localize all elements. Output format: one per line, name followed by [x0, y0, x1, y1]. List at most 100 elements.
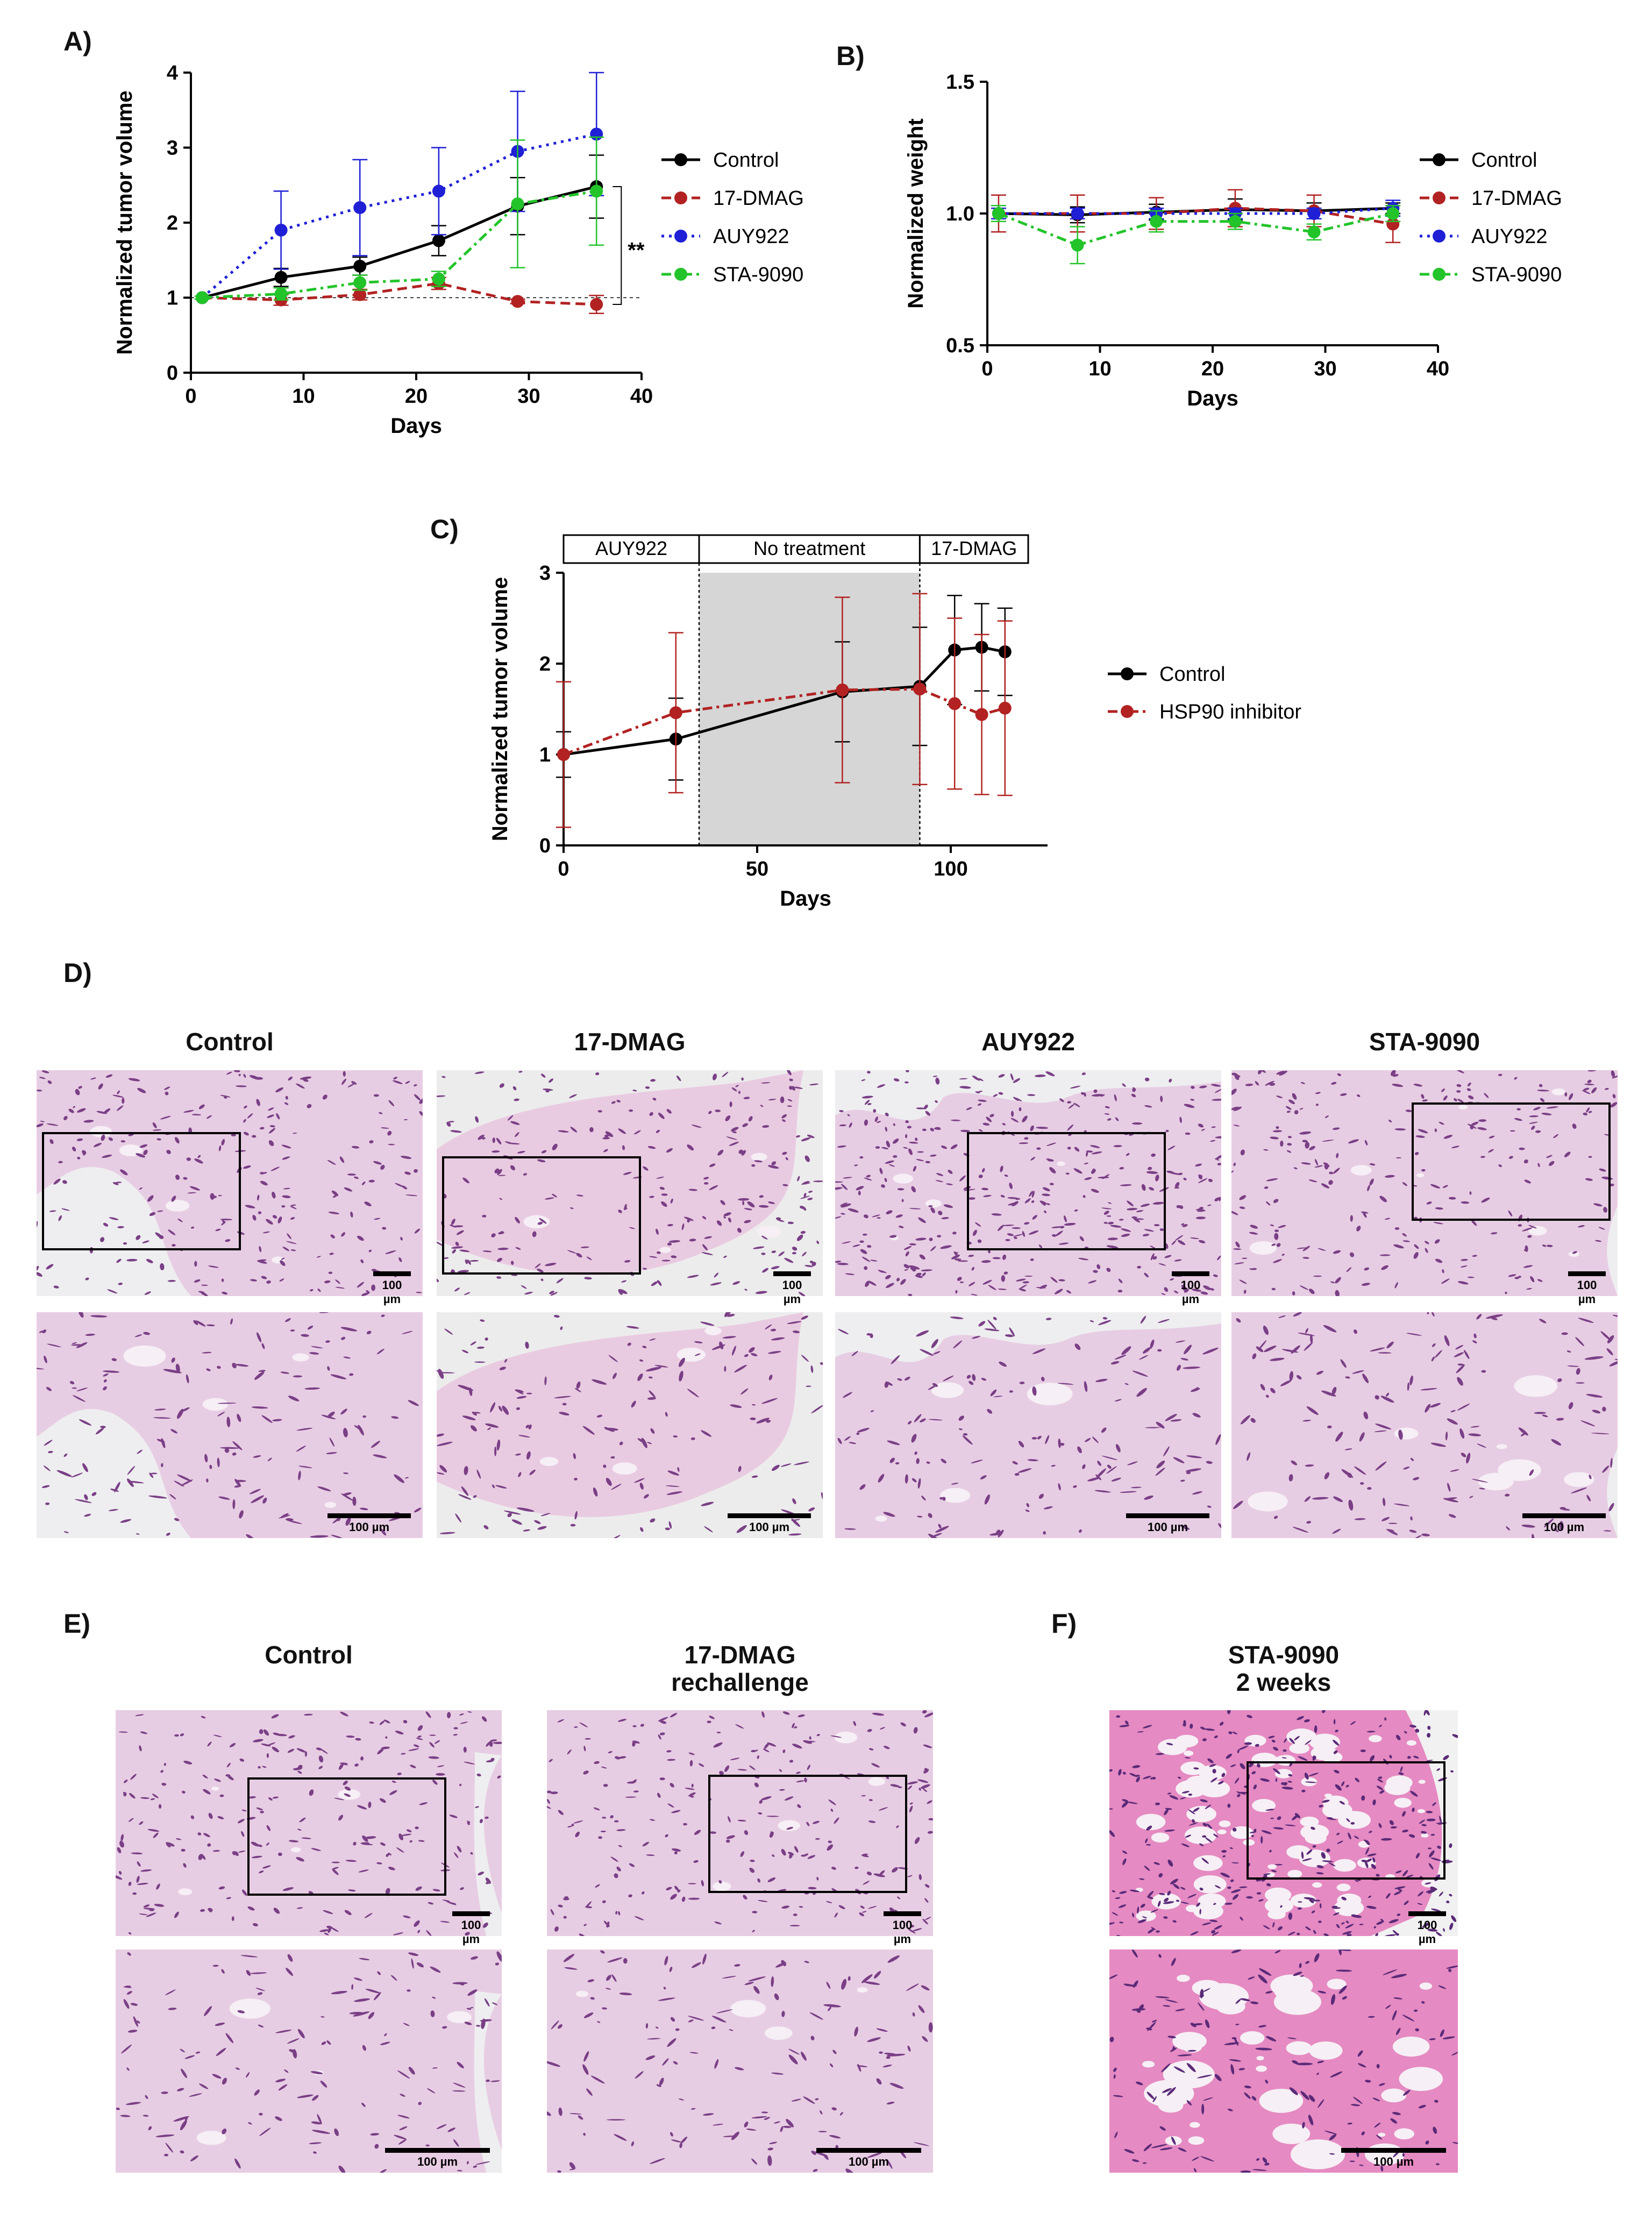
scale-bar-label: 100 µm — [1373, 2155, 1414, 2168]
x-tick-label: 20 — [1201, 358, 1224, 380]
scale-bar-label: 100 µm — [1180, 1278, 1201, 1306]
zoom-region-box — [442, 1156, 641, 1275]
scale-bar — [816, 2148, 921, 2153]
zoom-region-box — [1412, 1102, 1611, 1221]
legend-label: HSP90 inhibitor — [1159, 701, 1301, 723]
legend-label: STA-9090 — [1471, 264, 1562, 286]
data-point — [432, 234, 445, 247]
data-point — [274, 223, 288, 237]
histology-image-zoom — [835, 1312, 1221, 1538]
scale-bar — [773, 1271, 811, 1276]
x-tick-label: 50 — [746, 858, 768, 880]
histology-title-control: Control — [186, 1028, 274, 1056]
histology-image-overview — [835, 1070, 1221, 1296]
legend-marker — [1433, 191, 1446, 204]
data-point — [836, 684, 849, 697]
histology-image-zoom — [37, 1312, 423, 1538]
data-point — [1071, 238, 1084, 252]
x-tick-label: 0 — [185, 385, 196, 408]
x-tick-label: 0 — [981, 358, 993, 380]
scale-bar — [1172, 1271, 1209, 1276]
data-point — [353, 201, 367, 215]
data-point — [590, 298, 603, 311]
y-axis-label: Normalized tumor volume — [113, 90, 137, 354]
histology-image-zoom — [116, 1949, 502, 2173]
scale-bar — [452, 1911, 490, 1916]
x-axis-label: Days — [780, 887, 831, 910]
legend-marker — [1433, 153, 1446, 166]
scale-bar-label: 100 µm — [1543, 1520, 1585, 1534]
y-tick-label: 1 — [539, 744, 551, 766]
y-tick-label: 0.5 — [946, 335, 974, 357]
series-line — [998, 207, 1393, 215]
x-tick-label: 100 — [934, 858, 967, 880]
panel-label-d: D) — [63, 958, 92, 988]
legend-marker — [674, 268, 687, 281]
scale-bar-label: 100 µm — [1577, 1278, 1597, 1306]
y-tick-label: 2 — [167, 212, 178, 234]
y-tick-label: 3 — [167, 137, 178, 160]
data-point — [913, 682, 927, 696]
data-point — [274, 271, 288, 284]
series-17-dmag — [194, 276, 604, 315]
histology-title-sta-9090: STA-9090 — [1369, 1028, 1480, 1056]
phase-label: AUY922 — [595, 537, 667, 559]
histology-image-zoom — [1109, 1949, 1458, 2173]
legend-label: STA-9090 — [713, 264, 803, 286]
x-tick-label: 20 — [405, 385, 428, 408]
scale-bar-label: 100 µm — [382, 1278, 402, 1306]
legend-label: 17-DMAG — [1471, 187, 1562, 210]
phase-box — [562, 534, 700, 564]
histology-image-overview — [116, 1710, 502, 1936]
chart-b: 0 10 20 30 40 0.5 1.0 1.5 Days Normalized weight C… — [904, 71, 1562, 410]
series-sta-9090 — [991, 205, 1401, 265]
x-tick-label: 30 — [517, 385, 540, 408]
data-point — [1307, 207, 1321, 220]
legend-label: Control — [1159, 663, 1226, 686]
panel-label-b: B) — [836, 41, 865, 71]
data-point — [1307, 225, 1321, 239]
series-hsp90-inhibitor — [556, 593, 1013, 828]
data-point — [590, 184, 603, 198]
phase-box — [698, 534, 921, 564]
data-point — [1150, 215, 1163, 228]
legend-marker — [674, 153, 687, 166]
legend-marker — [674, 191, 687, 204]
legend-label: 17-DMAG — [713, 187, 804, 210]
legend-label: Control — [713, 149, 779, 172]
histology-image-overview — [1109, 1710, 1458, 1936]
scale-bar — [1522, 1513, 1606, 1518]
phase-label: 17-DMAG — [931, 537, 1017, 559]
data-point — [998, 701, 1012, 715]
series-line — [201, 132, 597, 299]
scale-bar — [1568, 1271, 1606, 1276]
data-point — [274, 287, 288, 301]
histology-image-zoom — [437, 1312, 823, 1538]
data-point — [353, 276, 367, 289]
x-axis-label: Days — [1187, 387, 1238, 410]
histology-image-zoom — [1231, 1312, 1618, 1538]
y-axis-label: Normalized tumor volume — [488, 577, 512, 841]
data-point — [669, 706, 682, 720]
scale-bar-label: 100 µm — [1417, 1918, 1437, 1946]
histology-title-e-0: Control — [265, 1641, 353, 1669]
series-sta-9090 — [194, 136, 604, 304]
significance-bracket — [613, 186, 622, 305]
y-tick-label: 1.5 — [946, 71, 974, 94]
x-tick-label: 40 — [1427, 358, 1449, 380]
y-tick-label: 0 — [167, 362, 178, 385]
legend-marker — [1121, 667, 1134, 680]
chart-a: 0 10 20 30 40 0 1 2 3 4 Days Normalized tumor volum… — [113, 62, 804, 438]
data-point — [975, 708, 988, 721]
zoom-region-box — [967, 1132, 1166, 1250]
legend-marker — [1433, 230, 1446, 243]
scale-bar-label: 100 µm — [782, 1278, 802, 1306]
legend-marker — [674, 230, 687, 243]
legend-marker — [1433, 268, 1446, 281]
x-tick-label: 10 — [1088, 358, 1111, 380]
histology-title-sta-9090-2-weeks: STA-9090 2 weeks — [1228, 1641, 1340, 1696]
series-line — [998, 207, 1393, 226]
series-line — [202, 282, 597, 306]
scale-bar-label: 100 µm — [1147, 1520, 1188, 1534]
